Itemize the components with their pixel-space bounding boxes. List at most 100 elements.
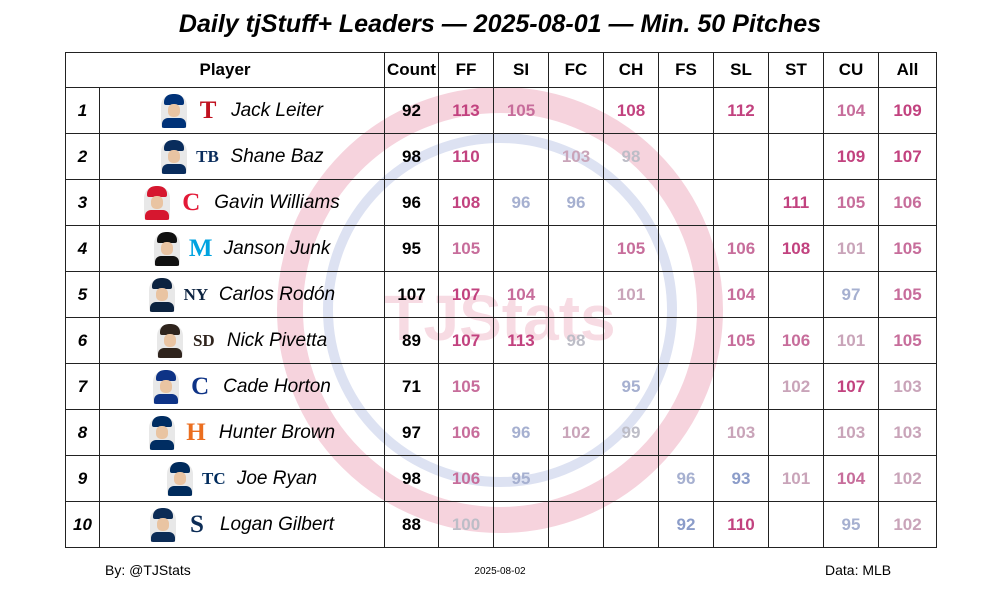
value-cell-all: 107	[878, 133, 938, 180]
player-headshot	[156, 323, 183, 358]
value-cell-ff: 105	[438, 225, 495, 272]
player-cell: C Cade Horton	[98, 363, 386, 410]
column-header-count: Count	[384, 52, 440, 88]
player-name: Jack Leiter	[231, 99, 323, 121]
count-cell: 88	[384, 501, 440, 548]
table-row: 10 S Logan Gilbert 88 100 92 110 95 102	[65, 501, 938, 548]
rank-cell: 8	[65, 409, 100, 456]
rank-cell: 9	[65, 455, 100, 502]
shirt-shape	[149, 301, 174, 312]
value-cell-ff: 100	[438, 501, 495, 548]
value-cell-ff: 106	[438, 409, 495, 456]
face-shape	[160, 241, 173, 255]
count-cell: 98	[384, 133, 440, 180]
value-cell-sl	[713, 133, 770, 180]
value-cell-ch	[603, 501, 660, 548]
count-cell: 97	[384, 409, 440, 456]
player-name: Nick Pivetta	[226, 329, 328, 351]
player-name: Hunter Brown	[218, 421, 336, 443]
cap-shape	[164, 93, 185, 105]
value-cell-ch: 98	[603, 133, 660, 180]
column-header-st: ST	[768, 52, 825, 88]
value-cell-st	[768, 87, 825, 134]
value-cell-cu: 97	[823, 271, 880, 318]
team-logo-icon: TB	[196, 147, 219, 166]
value-cell-si: 95	[493, 455, 550, 502]
face-shape	[151, 195, 164, 209]
player-cell: C Gavin Williams	[98, 179, 386, 226]
player-name: Janson Junk	[223, 237, 331, 259]
value-cell-ch: 95	[603, 363, 660, 410]
player-name: Gavin Williams	[214, 191, 340, 213]
count-cell: 89	[384, 317, 440, 364]
face-shape	[156, 517, 169, 531]
value-cell-fc: 103	[548, 133, 605, 180]
value-cell-ch	[603, 317, 660, 364]
value-cell-fs	[658, 317, 715, 364]
face-shape	[173, 471, 186, 485]
value-cell-ff: 107	[438, 271, 495, 318]
value-cell-fs	[658, 87, 715, 134]
value-cell-si	[493, 363, 550, 410]
team-logo-icon: C	[182, 189, 201, 216]
rank-cell: 5	[65, 271, 100, 318]
value-cell-fs	[658, 179, 715, 226]
value-cell-ff: 108	[438, 179, 495, 226]
table-row: 6 SD Nick Pivetta 89 107 113 98 105 106 101 105	[65, 317, 938, 364]
footer-source: Data: MLB	[825, 562, 892, 578]
column-header-ff: FF	[438, 52, 495, 88]
player-headshot	[144, 185, 171, 220]
face-shape	[163, 333, 176, 347]
value-cell-cu: 107	[823, 363, 880, 410]
value-cell-sl: 93	[713, 455, 770, 502]
value-cell-st	[768, 271, 825, 318]
player-headshot	[153, 369, 180, 404]
column-header-fs: FS	[658, 52, 715, 88]
column-header-all: All	[878, 52, 938, 88]
value-cell-all: 102	[878, 455, 938, 502]
player-name: Carlos Rodón	[218, 283, 336, 305]
value-cell-st	[768, 133, 825, 180]
value-cell-all: 105	[878, 317, 938, 364]
team-logo-icon: H	[186, 419, 206, 446]
value-cell-si: 96	[493, 179, 550, 226]
team-logo-icon: TC	[202, 469, 226, 488]
value-cell-st: 111	[768, 179, 825, 226]
count-cell: 71	[384, 363, 440, 410]
value-cell-sl: 106	[713, 225, 770, 272]
player-cell: T Jack Leiter	[98, 87, 386, 134]
shirt-shape	[149, 439, 174, 450]
count-cell: 98	[384, 455, 440, 502]
table-body: 1 T Jack Leiter 92 113 105 108 112 104 109 2 TB Shan…	[65, 87, 938, 548]
player-name: Joe Ryan	[236, 467, 318, 489]
value-cell-all: 109	[878, 87, 938, 134]
column-header-player: Player	[64, 52, 386, 88]
value-cell-st: 108	[768, 225, 825, 272]
player-cell: TB Shane Baz	[98, 133, 386, 180]
cap-shape	[156, 231, 177, 243]
cap-shape	[152, 507, 173, 519]
rank-cell: 3	[65, 179, 100, 226]
player-cell: TC Joe Ryan	[98, 455, 386, 502]
player-headshot	[161, 93, 188, 128]
table-row: 2 TB Shane Baz 98 110 103 98 109 107	[65, 133, 938, 180]
table-row: 8 H Hunter Brown 97 106 96 102 99 103 103 103	[65, 409, 938, 456]
value-cell-fs: 96	[658, 455, 715, 502]
value-cell-fc: 102	[548, 409, 605, 456]
value-cell-fc	[548, 501, 605, 548]
face-shape	[167, 149, 180, 163]
team-logo-icon: C	[191, 373, 210, 400]
rank-cell: 10	[65, 501, 100, 548]
value-cell-sl: 105	[713, 317, 770, 364]
value-cell-cu: 105	[823, 179, 880, 226]
value-cell-cu: 95	[823, 501, 880, 548]
shirt-shape	[154, 255, 179, 266]
table-row: 5 NY Carlos Rodón 107 107 104 101 104 97 105	[65, 271, 938, 318]
value-cell-fs	[658, 409, 715, 456]
value-cell-ch	[603, 179, 660, 226]
rank-cell: 6	[65, 317, 100, 364]
value-cell-cu: 101	[823, 317, 880, 364]
value-cell-ch	[603, 455, 660, 502]
value-cell-st: 106	[768, 317, 825, 364]
shirt-shape	[161, 163, 186, 174]
